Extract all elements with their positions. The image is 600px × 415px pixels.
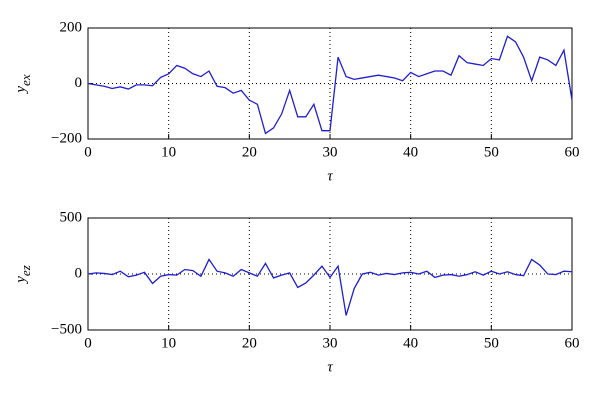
y-axis-label: yex [13, 74, 33, 94]
y-tick-label: 0 [75, 75, 83, 91]
x-tick-label: 50 [484, 335, 499, 351]
data-line [87, 258, 573, 316]
x-tick-label: 10 [161, 335, 176, 351]
x-axis-label: τ [327, 359, 333, 375]
x-tick-label: 0 [84, 335, 92, 351]
y-axis-label-sub: ex [18, 74, 33, 86]
y-tick-label: 200 [60, 19, 83, 35]
x-tick-label: 20 [242, 335, 257, 351]
x-tick-label: 50 [484, 144, 499, 160]
x-tick-label: 40 [403, 144, 418, 160]
x-tick-label: 30 [323, 144, 338, 160]
x-tick-label: 0 [84, 144, 92, 160]
y-axis-label: yez [13, 265, 33, 285]
x-tick-label: 30 [323, 335, 338, 351]
x-tick-label: 60 [565, 144, 580, 160]
y-axis-label-base: y [13, 276, 29, 285]
y-tick-label: −500 [51, 321, 82, 337]
x-tick-label: 40 [403, 335, 418, 351]
y-axis-label-base: y [13, 86, 29, 95]
y-tick-label: 0 [75, 265, 83, 281]
x-tick-label: 60 [565, 335, 580, 351]
x-axis-label: τ [327, 168, 333, 184]
data-line [87, 35, 573, 135]
x-tick-label: 20 [242, 144, 257, 160]
x-tick-label: 10 [161, 144, 176, 160]
y-tick-label: −200 [51, 130, 82, 146]
y-axis-label-sub: ez [18, 265, 33, 276]
y-tick-label: 500 [60, 209, 83, 225]
